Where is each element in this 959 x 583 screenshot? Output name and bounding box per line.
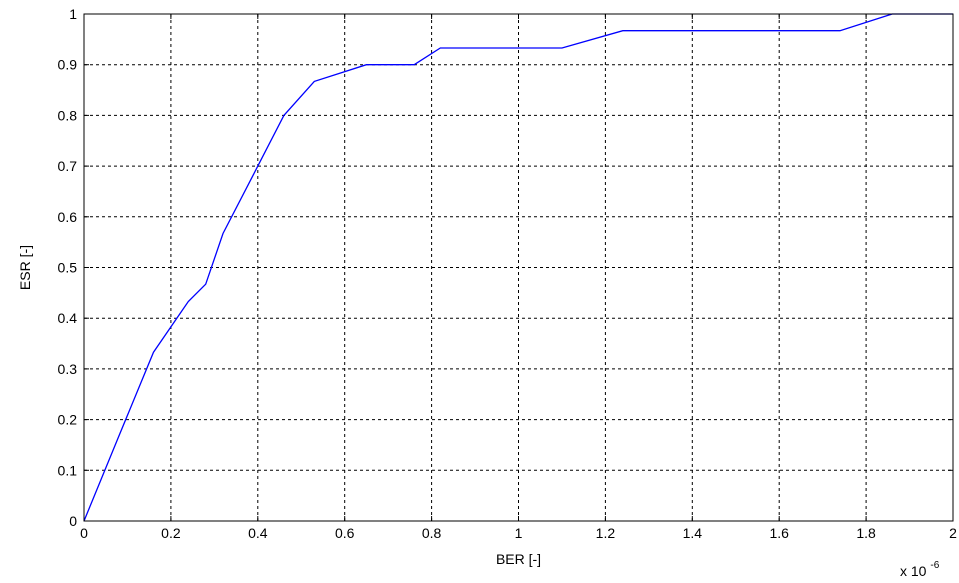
y-axis-label: ESR [-] (17, 245, 33, 290)
grid (84, 14, 953, 521)
x-axis-multiplier-base: x 10 (900, 563, 927, 579)
x-tick-label: 2 (949, 525, 957, 541)
x-tick-label: 0.4 (248, 525, 268, 541)
series-line (83, 13, 953, 522)
x-axis: 0 0.2 0.4 0.6 0.8 1 1.2 1.4 1.6 1.8 2 (80, 14, 957, 541)
y-tick-label: 1 (69, 6, 77, 22)
plot-frame (83, 13, 954, 522)
series-layer (83, 13, 953, 522)
y-axis: 0 0.1 0.2 0.3 0.4 0.5 0.6 0.7 0.8 0.9 1 (58, 6, 953, 529)
x-axis-label: BER [-] (496, 551, 541, 567)
x-tick-label: 1.2 (596, 525, 616, 541)
x-tick-label: 0.8 (422, 525, 442, 541)
x-tick-label: 1.8 (856, 525, 876, 541)
y-tick-label: 0.2 (58, 412, 78, 428)
y-tick-label: 0.4 (58, 310, 78, 326)
x-tick-label: 0.6 (335, 525, 355, 541)
y-tick-label: 0.3 (58, 361, 78, 377)
y-tick-label: 0.1 (58, 462, 78, 478)
x-axis-multiplier-exponent: -6 (930, 560, 939, 571)
x-tick-label: 1.4 (683, 525, 703, 541)
x-tick-label: 1 (515, 525, 523, 541)
x-tick-label: 0.2 (161, 525, 181, 541)
y-tick-label: 0.9 (58, 57, 78, 73)
x-axis-multiplier: x 10 -6 (900, 560, 940, 579)
y-tick-label: 0.5 (58, 260, 78, 276)
x-tick-label: 1.6 (769, 525, 789, 541)
y-tick-label: 0.6 (58, 209, 78, 225)
y-tick-label: 0.7 (58, 158, 78, 174)
y-tick-label: 0.8 (58, 107, 78, 123)
x-tick-label: 0 (80, 525, 88, 541)
y-tick-label: 0 (69, 513, 77, 529)
